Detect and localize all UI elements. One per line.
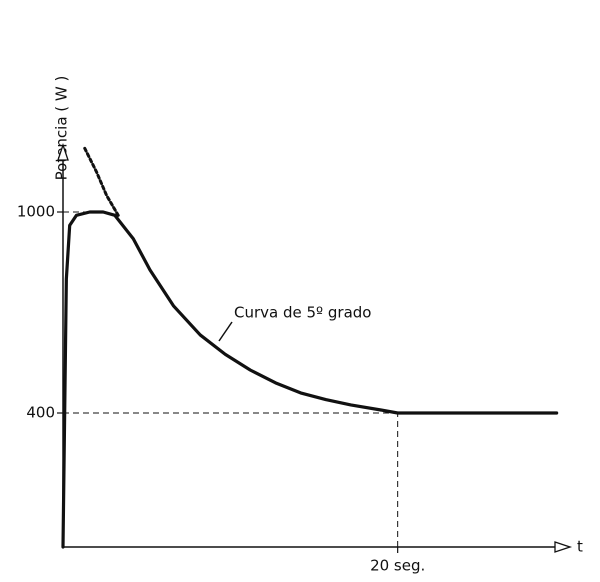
x-tick-label: 20 seg.	[370, 557, 425, 575]
x-axis-arrow	[554, 541, 573, 553]
annotation: Curva de 5º grado	[234, 304, 371, 322]
annotation-leader	[218, 321, 233, 342]
dashed-curve	[83, 146, 120, 217]
y-tick-label: 400	[26, 404, 55, 422]
curve	[61, 210, 559, 549]
y-axis-label: Potencia ( W )	[53, 76, 71, 181]
x-axis-label: t	[577, 538, 583, 556]
y-tick-label: 1000	[17, 203, 55, 221]
y-axis-arrow	[57, 142, 69, 161]
